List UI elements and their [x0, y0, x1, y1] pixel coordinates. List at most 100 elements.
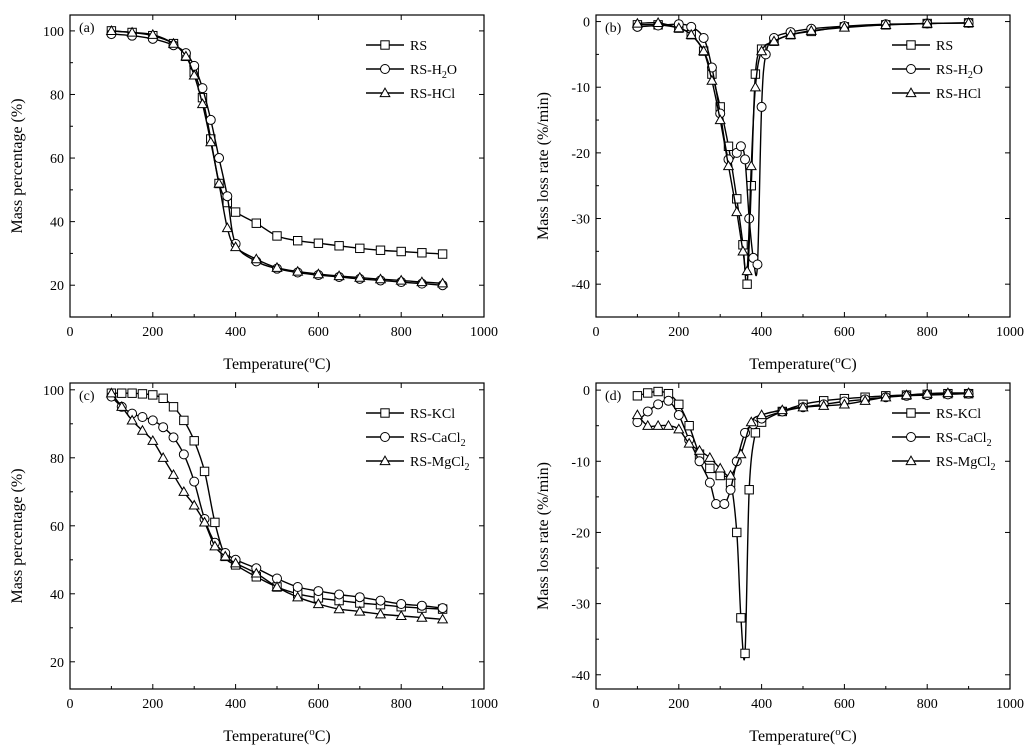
data-point — [272, 231, 282, 241]
data-point — [313, 586, 324, 597]
data-point — [271, 261, 283, 272]
data-point — [147, 415, 158, 426]
data-point — [127, 388, 137, 398]
data-point — [714, 462, 726, 473]
data-point — [694, 456, 705, 467]
data-point — [168, 402, 179, 412]
series-line — [637, 21, 969, 277]
x-tick-label: 200 — [142, 697, 163, 712]
data-point — [745, 416, 757, 427]
data-point — [222, 191, 233, 202]
panel-a: 0 200 400 600 800 1000 20 40 60 80 100 Temperature(… — [9, 14, 498, 373]
x-tick-label: 600 — [308, 697, 329, 712]
x-tick-label: 0 — [67, 697, 74, 712]
x-tick-label: 400 — [225, 697, 246, 712]
data-point — [333, 603, 345, 614]
x-tick-label: 800 — [917, 697, 938, 712]
data-point — [180, 50, 192, 61]
data-point — [735, 141, 746, 152]
legend-label: RS-H2O — [410, 63, 457, 81]
data-point — [921, 17, 933, 28]
data-point — [723, 141, 734, 152]
data-point — [395, 610, 407, 621]
data-point — [251, 218, 262, 228]
legend-marker — [380, 408, 390, 418]
data-point — [229, 557, 242, 568]
data-point — [189, 476, 200, 487]
data-point — [838, 21, 851, 32]
data-point — [731, 206, 743, 217]
data-point — [354, 605, 366, 616]
data-point — [334, 589, 345, 600]
legend-label: RS — [936, 39, 953, 54]
legend-label: RS-KCl — [936, 407, 981, 422]
panel-c: 0 200 400 600 800 1000 20 40 60 80 100 Temperature(… — [9, 382, 498, 745]
legend-marker — [379, 455, 391, 466]
data-point — [293, 236, 303, 246]
y-tick-label: 80 — [50, 452, 64, 467]
data-point — [374, 273, 387, 284]
x-tick-label: 0 — [593, 697, 600, 712]
plot-area — [105, 25, 449, 291]
data-point — [167, 468, 180, 479]
data-point — [205, 136, 217, 147]
data-point — [921, 387, 933, 398]
data-point — [395, 274, 407, 285]
data-point — [250, 567, 262, 578]
data-point — [396, 599, 407, 609]
x-tick-label: 1000 — [470, 325, 498, 340]
legend-marker — [905, 455, 917, 466]
series-line — [111, 30, 443, 255]
data-point — [752, 259, 763, 270]
data-point — [711, 498, 722, 509]
data-point — [642, 406, 653, 417]
data-point — [205, 114, 216, 125]
y-axis-title: Mass loss rate (%/min) — [535, 462, 552, 610]
data-point — [706, 74, 718, 85]
panel-label: (b) — [605, 21, 622, 36]
data-point — [148, 390, 158, 400]
legend-marker — [380, 432, 390, 442]
data-point — [652, 17, 664, 28]
data-point — [724, 469, 737, 480]
data-point — [375, 245, 386, 255]
data-point — [693, 444, 706, 455]
legend-marker — [906, 40, 916, 50]
series-line — [111, 33, 443, 286]
data-point — [642, 419, 654, 430]
panel-label: (d) — [605, 389, 622, 404]
data-point — [333, 270, 345, 281]
x-tick-label: 200 — [668, 697, 689, 712]
data-point — [221, 222, 233, 233]
data-point — [704, 477, 715, 488]
data-point — [631, 17, 644, 28]
data-point — [643, 388, 653, 398]
data-point — [673, 410, 684, 421]
y-tick-label: 0 — [583, 384, 590, 399]
x-tick-label: 1000 — [996, 697, 1024, 712]
data-point — [818, 399, 830, 410]
y-tick-label: 40 — [50, 588, 64, 603]
data-point — [805, 24, 817, 35]
data-point — [735, 448, 747, 459]
data-point — [199, 466, 210, 477]
data-point — [396, 246, 406, 257]
panel-d: 0 200 400 600 800 1000 0 -10 -20 -30 -40 Temperatur… — [535, 382, 1024, 745]
data-point — [417, 248, 427, 258]
data-point — [437, 249, 448, 259]
data-point — [880, 391, 892, 402]
x-axis-title: Temperature(oC) — [749, 354, 856, 373]
data-point — [158, 393, 168, 404]
data-point — [683, 437, 695, 448]
data-point — [741, 265, 753, 276]
data-point — [437, 603, 448, 614]
legend-marker — [379, 87, 391, 98]
x-axis-title: Temperature(oC) — [749, 726, 856, 745]
legend: RS-KCl RS-CaCl2 RS-MgCl2 — [366, 407, 469, 473]
data-point — [416, 600, 427, 611]
data-point — [880, 19, 892, 29]
data-point — [653, 399, 664, 410]
series-line — [637, 390, 969, 661]
data-point — [137, 412, 148, 422]
y-tick-label: 60 — [50, 152, 64, 167]
